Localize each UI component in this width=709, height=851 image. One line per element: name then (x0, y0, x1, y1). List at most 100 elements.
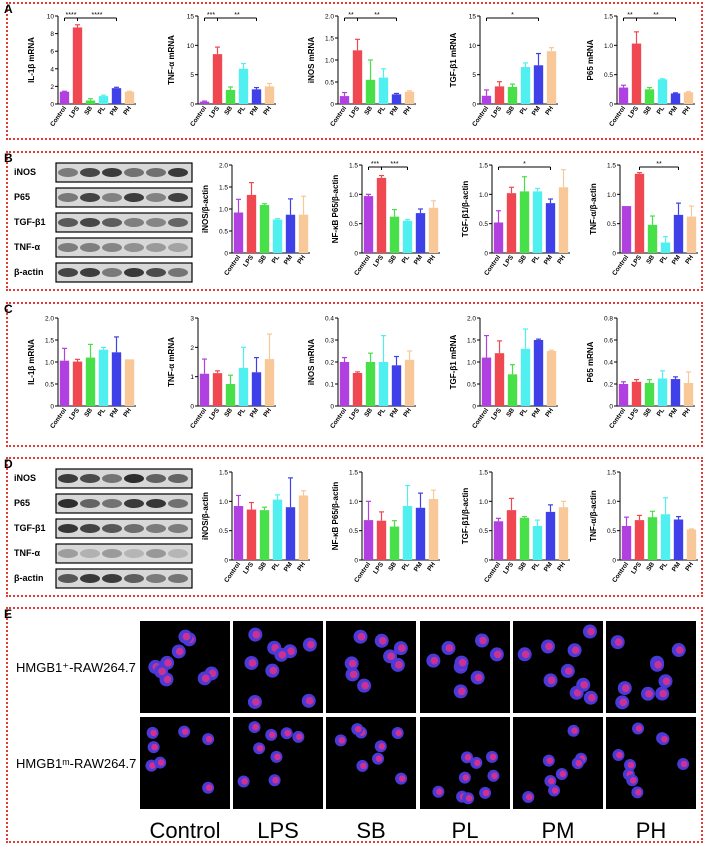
y-tick-label: 2.0 (467, 316, 476, 323)
bar-ph (124, 359, 135, 406)
bar-sb (389, 526, 400, 560)
bar-control (363, 196, 374, 253)
blot-band (168, 574, 188, 583)
x-tick-label: PH (262, 407, 273, 419)
x-tick-label: LPS (372, 254, 385, 269)
bar-control (59, 91, 70, 104)
x-tick-label: PH (681, 105, 692, 117)
bar-lps (246, 509, 257, 560)
bar-control (199, 101, 210, 104)
x-tick-label: PL (377, 407, 388, 418)
y-tick-label: 5 (190, 72, 194, 79)
x-tick-label: PM (109, 105, 120, 117)
y-tick-label: 10 (187, 43, 195, 50)
y-tick-label: 0.6 (604, 338, 613, 345)
x-tick-label: PL (237, 407, 248, 418)
y-tick-label: 0 (224, 251, 228, 258)
bar-sb (647, 517, 658, 560)
bar-control (618, 87, 629, 104)
y-tick-label: 1.0 (479, 499, 488, 506)
x-tick-label: PL (97, 105, 108, 116)
bar-pm (391, 94, 402, 104)
bar-control (363, 520, 374, 560)
blot-band (102, 474, 122, 483)
y-axis-label: TGF-β1 mRNA (449, 334, 458, 389)
bar-control (618, 384, 629, 406)
blot-band (124, 218, 144, 227)
y-tick-label: 2 (190, 345, 194, 352)
bar-ph (558, 507, 569, 560)
bar-lps (494, 86, 505, 104)
significance-label: ** (374, 12, 380, 19)
y-tick-label: 1.0 (45, 360, 54, 367)
bar-pl (272, 499, 283, 560)
bar-sb (647, 224, 658, 253)
y-tick-label: 1.0 (219, 499, 228, 506)
x-tick-label: SB (645, 561, 656, 573)
y-tick-label: 0 (50, 404, 54, 411)
bar-pl (660, 242, 671, 253)
x-tick-label: LPS (348, 105, 361, 120)
x-tick-label: LPS (208, 407, 221, 422)
bar-pl (660, 514, 671, 560)
x-tick-label: PM (671, 561, 682, 573)
blot-band (168, 474, 188, 483)
bar-pl (657, 378, 668, 406)
bar-ph (546, 351, 557, 406)
blot-band (124, 474, 144, 483)
bar-sb (519, 517, 530, 560)
bar-lps (506, 510, 517, 560)
x-tick-label: PH (296, 561, 307, 573)
y-axis-label: TNF-α mRNA (167, 35, 176, 85)
bar-control (339, 362, 350, 406)
significance-label: *** (390, 161, 398, 168)
x-tick-label: SB (257, 561, 268, 573)
y-tick-label: 0.4 (325, 316, 334, 323)
bar-ph (546, 51, 557, 104)
y-tick-label: 0.5 (219, 229, 228, 236)
x-tick-label: PH (681, 407, 692, 419)
x-tick-label: PM (531, 407, 542, 419)
blot-band (168, 549, 188, 558)
x-tick-label: PH (402, 407, 413, 419)
blot-band (168, 499, 188, 508)
y-tick-label: 0.5 (349, 221, 358, 228)
bar-ph (686, 216, 697, 253)
y-tick-label: 15 (469, 14, 477, 21)
panel-label-c: C (4, 302, 13, 316)
blot-band (168, 193, 188, 202)
x-tick-label: LPS (630, 254, 643, 269)
blot-band (58, 193, 78, 202)
y-axis-label: iNOS/β-actin (201, 185, 210, 233)
x-tick-label: PL (237, 105, 248, 116)
x-tick-label: PH (122, 105, 133, 117)
blot-row-label: β-actin (14, 267, 44, 277)
y-tick-label: 0 (330, 404, 334, 411)
blot-band (102, 243, 122, 252)
x-tick-label: LPS (490, 407, 503, 422)
bar-ph (404, 91, 415, 104)
blot-band (58, 499, 78, 508)
blot-row-label: TNF-α (14, 242, 40, 252)
x-tick-label: LPS (627, 105, 640, 120)
x-tick-label: LPS (502, 254, 515, 269)
y-tick-label: 0.5 (479, 221, 488, 228)
x-tick-label: PH (426, 254, 437, 266)
bar-pl (520, 67, 531, 104)
x-tick-label: PM (668, 407, 679, 419)
blot-band (102, 218, 122, 227)
blot-band (80, 268, 100, 277)
y-axis-label: TNF-α mRNA (167, 337, 176, 387)
significance-label: ** (234, 12, 240, 19)
y-axis-label: iNOS/β-actin (201, 492, 210, 540)
blot-band (168, 168, 188, 177)
bar-lps (212, 54, 223, 104)
x-tick-label: PH (556, 561, 567, 573)
bar-sb (85, 100, 96, 104)
